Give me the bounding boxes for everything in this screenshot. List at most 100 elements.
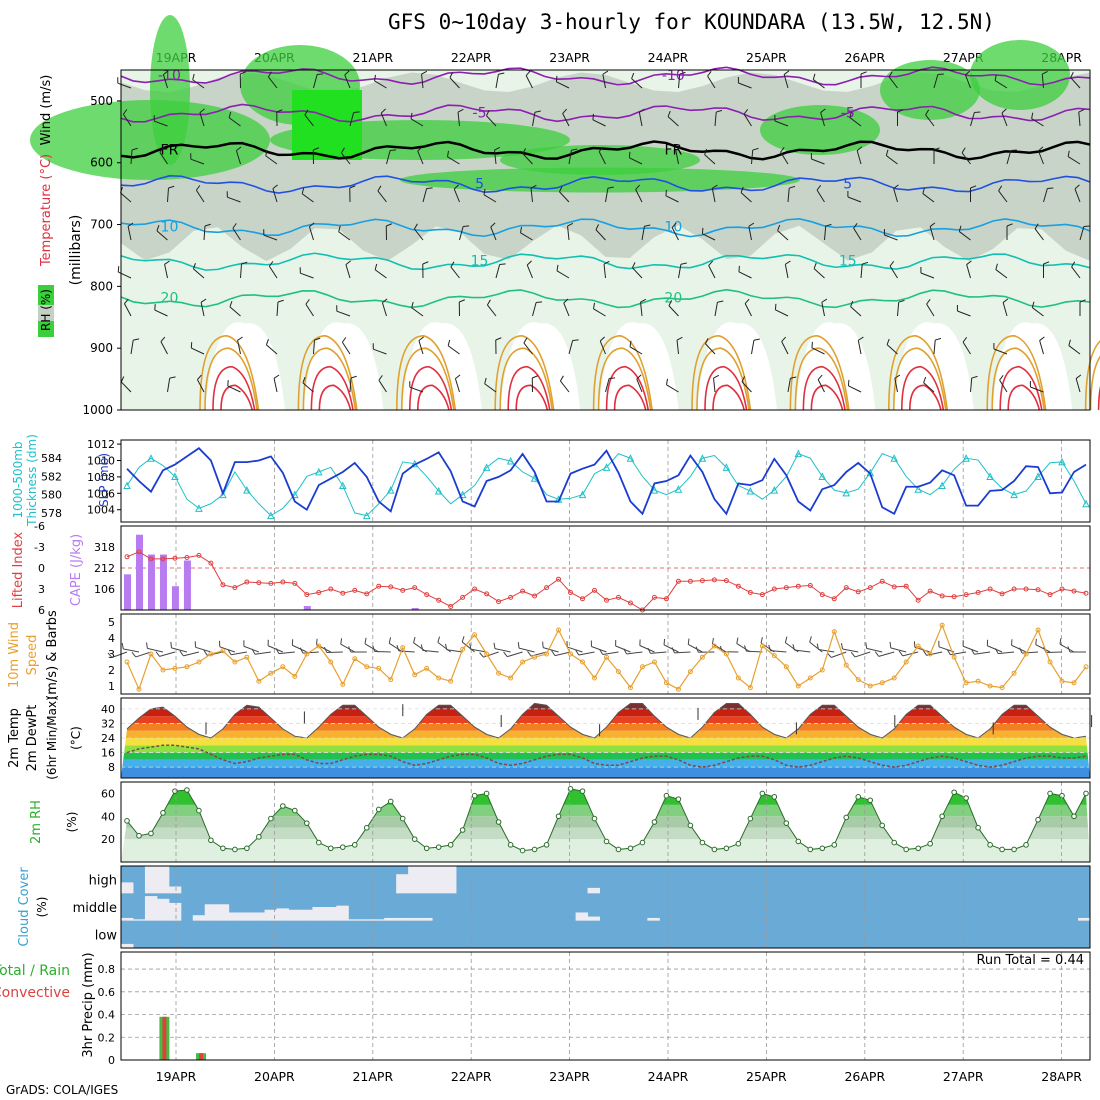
wind-barb <box>559 380 570 393</box>
rh-marker <box>1083 790 1089 797</box>
wind-barb <box>265 155 278 165</box>
wind-barb-flag <box>593 302 596 309</box>
wind-barb-flag <box>1074 184 1080 190</box>
wind-frame <box>120 613 1091 695</box>
wind-barb <box>203 225 206 241</box>
wind-barb-flag <box>203 650 208 656</box>
wind-barb-flag <box>163 70 169 76</box>
wind-barb-flag <box>421 70 428 75</box>
wind-barb <box>1006 150 1012 165</box>
wind-barb-flag <box>536 301 543 303</box>
wind-speed-marker <box>1023 651 1029 657</box>
wind-barb <box>490 226 497 241</box>
wind-barb <box>665 195 679 203</box>
wind-barb <box>411 307 424 317</box>
x-tick-label-bottom: 20APR <box>254 1069 295 1084</box>
cloud-background <box>121 866 1090 948</box>
wind-barb <box>567 226 570 241</box>
wind-barb-flag <box>790 376 797 379</box>
wind-barb-flag <box>666 378 669 385</box>
wind-barb-flag <box>897 109 904 113</box>
x-tick-label-bottom: 25APR <box>746 1069 787 1084</box>
li-marker <box>663 596 669 602</box>
li-marker <box>388 584 394 590</box>
wind-barb-flag <box>317 73 324 75</box>
wind-barb-flag <box>396 645 400 652</box>
wind-barb-flag <box>1071 261 1076 268</box>
y-tick-label: 1010 <box>87 455 115 468</box>
wind-barb <box>302 382 314 393</box>
wind-barb-flag <box>447 150 450 157</box>
y-tick-label: 578 <box>41 507 62 520</box>
warm-contour <box>499 347 553 411</box>
wind-barb <box>266 344 278 355</box>
wind-speed-marker <box>1047 659 1053 665</box>
y-tick-label: 0.8 <box>98 963 116 976</box>
wind-barb-flag <box>447 339 451 346</box>
wind-barb <box>118 271 132 279</box>
li-marker <box>987 586 993 592</box>
wind-barb-flag <box>562 108 568 114</box>
rh-label: 2m RH <box>29 800 44 844</box>
wind-barb-flag <box>999 375 1004 381</box>
wind-barb-flag <box>426 187 433 189</box>
wind-barb-flag <box>490 222 496 228</box>
li-marker <box>1083 590 1089 596</box>
y-tick-label: 1004 <box>87 504 115 517</box>
li-marker <box>783 585 789 591</box>
y-tick-label: 16 <box>101 747 115 760</box>
wind-barb-flag <box>821 298 828 303</box>
cloud-cell <box>324 907 337 921</box>
wind-barb <box>409 386 424 393</box>
wind-barb-10m <box>219 646 236 653</box>
wind-barb <box>229 306 241 317</box>
wind-barb <box>889 265 898 279</box>
li-marker <box>1059 586 1065 592</box>
wind-speed-marker <box>424 665 430 671</box>
cloud-cell <box>444 866 457 894</box>
wind-barb <box>235 150 241 165</box>
wind-barb-flag <box>156 224 160 231</box>
wind-barb-flag <box>199 108 205 114</box>
wind-barb <box>484 383 497 393</box>
li-marker <box>304 592 310 598</box>
wind-barb-flag <box>971 375 978 379</box>
li-marker <box>580 596 586 602</box>
wind-barb <box>813 79 825 89</box>
precip-bar-convective <box>162 1016 167 1060</box>
wind-barb-flag <box>179 650 184 657</box>
rh-marker <box>519 847 526 854</box>
wind-barb-flag <box>164 260 170 265</box>
wind-barb-10m <box>842 648 859 653</box>
cape-bar <box>159 554 167 610</box>
wind-barb <box>897 302 900 317</box>
isotherm-label: 20 <box>161 291 179 307</box>
wind-barb-flag <box>1038 146 1044 152</box>
wind-speed-marker <box>747 685 753 691</box>
warm-contour <box>212 365 256 411</box>
temp-band <box>121 759 1090 768</box>
wind-barb <box>929 226 935 241</box>
wind-barb-flag <box>713 374 720 379</box>
wind-barb-flag <box>265 149 268 156</box>
rh-marker <box>651 819 658 825</box>
wind-barb <box>893 188 898 203</box>
wind-barb-flag <box>780 147 785 153</box>
li-marker <box>615 594 621 600</box>
wind-speed-marker <box>795 683 801 689</box>
rh-dry-plume <box>1090 354 1100 410</box>
y-tick-label: 40 <box>101 810 115 823</box>
wind-barb <box>300 272 314 279</box>
wind-barb-flag <box>1006 223 1013 227</box>
rh-marker <box>447 842 454 848</box>
wind-speed-marker <box>819 667 825 673</box>
rh-marker <box>244 845 250 852</box>
thickness-marker <box>506 456 515 465</box>
wind-barb <box>605 378 610 393</box>
warm-contour <box>802 365 846 411</box>
cloud-label: Cloud Cover <box>17 867 32 947</box>
y-tick-label: 3 <box>108 648 115 661</box>
li-marker <box>448 604 454 609</box>
cloud-cell <box>408 866 421 894</box>
cloud-cell <box>156 866 170 894</box>
